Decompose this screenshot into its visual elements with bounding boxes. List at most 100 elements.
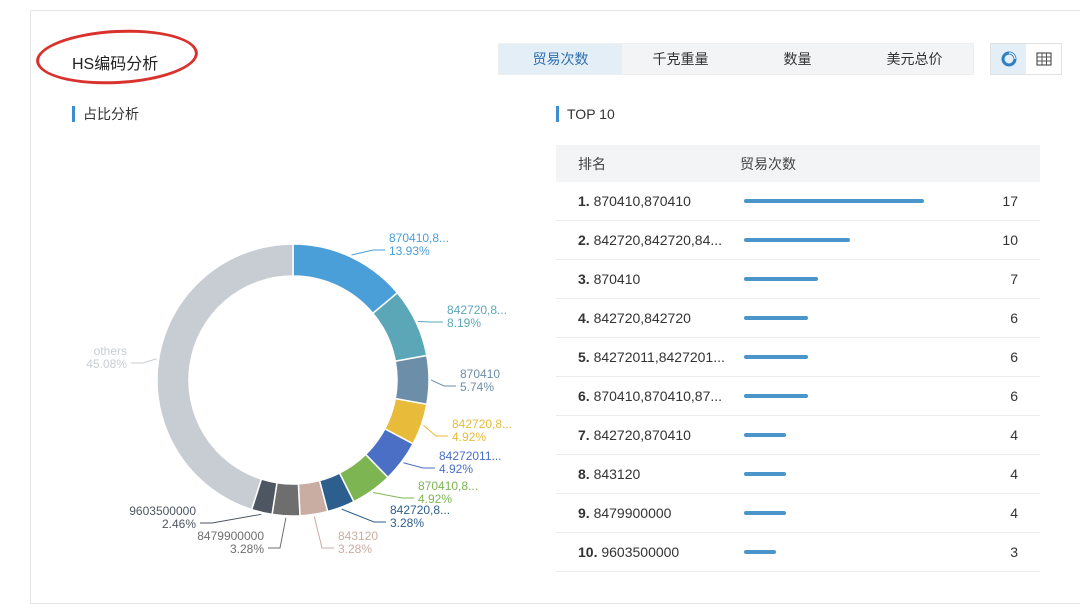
table-row[interactable]: 6. 870410,870410,87... 6 <box>556 377 1040 416</box>
top10-heading: TOP 10 <box>556 106 615 122</box>
table-row[interactable]: 3. 870410 7 <box>556 260 1040 299</box>
donut-view-button[interactable] <box>991 44 1026 74</box>
row-bar-track <box>744 238 944 242</box>
row-rank: 8. <box>578 466 590 482</box>
slice-percent: 3.28% <box>338 542 372 556</box>
row-bar-track <box>744 394 944 398</box>
row-code-text: 84272011,8427201... <box>589 349 725 365</box>
column-header-rank: 排名 <box>578 155 606 172</box>
label-leader-line <box>313 516 334 549</box>
row-bar <box>744 472 786 476</box>
donut-slice[interactable] <box>394 354 430 406</box>
table-row[interactable]: 1. 870410,870410 17 <box>556 182 1040 221</box>
table-row[interactable]: 10. 9603500000 3 <box>556 533 1040 572</box>
row-rank: 7. <box>578 427 590 443</box>
row-hs-code: 6. 870410,870410,87... <box>578 388 722 404</box>
label-leader-line <box>351 249 385 256</box>
column-header-trade-count: 贸易次数 <box>740 155 796 172</box>
metric-tabs: 贸易次数 千克重量 数量 美元总价 <box>498 43 974 75</box>
row-hs-code: 4. 842720,842720 <box>578 310 691 326</box>
slice-label: 9603500000 <box>129 504 196 518</box>
row-bar-track <box>744 550 944 554</box>
tab-weight-kg[interactable]: 千克重量 <box>652 51 709 67</box>
row-rank: 3. <box>578 271 590 287</box>
slice-label: 84272011... <box>439 449 502 463</box>
row-value: 17 <box>1002 193 1018 209</box>
slice-label: 870410,8... <box>418 479 478 493</box>
row-hs-code: 2. 842720,842720,84... <box>578 232 722 248</box>
row-rank: 4. <box>578 310 590 326</box>
row-bar <box>744 355 808 359</box>
table-row[interactable]: 9. 8479900000 4 <box>556 494 1040 533</box>
donut-slice[interactable] <box>156 243 294 511</box>
top10-table: 排名 贸易次数 1. 870410,870410 17 2. 842720,8427… <box>556 145 1040 572</box>
table-row[interactable]: 5. 84272011,8427201... 6 <box>556 338 1040 377</box>
row-bar-track <box>744 199 944 203</box>
row-bar <box>744 316 808 320</box>
row-value: 4 <box>1010 466 1018 482</box>
slice-percent: 13.93% <box>389 244 430 258</box>
row-bar-track <box>744 433 944 437</box>
tab-quantity[interactable]: 数量 <box>783 51 812 67</box>
slice-label: 870410 <box>460 367 500 381</box>
row-bar <box>744 433 786 437</box>
donut-chart-icon <box>1001 51 1016 67</box>
slice-percent: 3.28% <box>390 516 424 530</box>
table-view-button[interactable] <box>1026 44 1061 74</box>
tab-trade-count[interactable]: 贸易次数 <box>499 44 622 74</box>
slice-percent: 3.28% <box>230 542 264 556</box>
donut-slice[interactable] <box>292 243 399 315</box>
table-icon <box>1035 52 1052 66</box>
row-code-text: 8479900000 <box>589 505 672 521</box>
row-rank: 10. <box>578 544 598 560</box>
label-leader-line <box>403 462 435 469</box>
row-value: 7 <box>1010 271 1018 287</box>
row-value: 4 <box>1010 427 1018 443</box>
donut-chart: 870410,8...13.93%842720,8...8.19%8704105… <box>86 231 512 556</box>
view-toggle <box>990 43 1062 75</box>
slice-percent: 2.46% <box>162 517 196 531</box>
row-hs-code: 1. 870410,870410 <box>578 193 691 209</box>
table-row[interactable]: 8. 843120 4 <box>556 455 1040 494</box>
panel-title-area: HS编码分析 <box>34 25 204 89</box>
row-bar-track <box>744 511 944 515</box>
slice-label: 8479900000 <box>197 529 264 543</box>
row-rank: 9. <box>578 505 590 521</box>
table-row[interactable]: 2. 842720,842720,84... 10 <box>556 221 1040 260</box>
table-header: 排名 贸易次数 <box>556 145 1040 182</box>
row-bar-track <box>744 472 944 476</box>
row-bar <box>744 277 818 281</box>
slice-label: 842720,8... <box>447 303 507 317</box>
slice-percent: 4.92% <box>418 492 452 506</box>
slice-label: 843120 <box>338 529 378 543</box>
row-bar <box>744 394 808 398</box>
label-leader-line <box>417 320 443 323</box>
row-code-text: 870410,870410,87... <box>589 388 723 404</box>
row-hs-code: 5. 84272011,8427201... <box>578 349 725 365</box>
slice-label: 842720,8... <box>452 417 512 431</box>
label-leader-line <box>268 517 287 549</box>
table-row[interactable]: 4. 842720,842720 6 <box>556 299 1040 338</box>
row-value: 3 <box>1010 544 1018 560</box>
row-code-text: 842720,842720,84... <box>589 232 723 248</box>
tab-usd-total[interactable]: 美元总价 <box>886 51 943 67</box>
table-row[interactable]: 7. 842720,870410 4 <box>556 416 1040 455</box>
slice-percent: 45.08% <box>86 357 127 371</box>
label-leader-line <box>200 513 262 524</box>
label-leader-line <box>430 379 456 387</box>
slice-percent: 4.92% <box>452 430 486 444</box>
row-bar-track <box>744 355 944 359</box>
row-rank: 2. <box>578 232 590 248</box>
row-hs-code: 8. 843120 <box>578 466 640 482</box>
row-rank: 6. <box>578 388 590 404</box>
row-value: 6 <box>1010 310 1018 326</box>
row-code-text: 842720,870410 <box>589 427 691 443</box>
slice-percent: 5.74% <box>460 380 494 394</box>
row-value: 4 <box>1010 505 1018 521</box>
label-leader-line <box>341 508 386 523</box>
row-rank: 1. <box>578 193 590 209</box>
row-rank: 5. <box>578 349 590 365</box>
row-value: 6 <box>1010 349 1018 365</box>
row-bar <box>744 238 850 242</box>
row-code-text: 843120 <box>589 466 641 482</box>
